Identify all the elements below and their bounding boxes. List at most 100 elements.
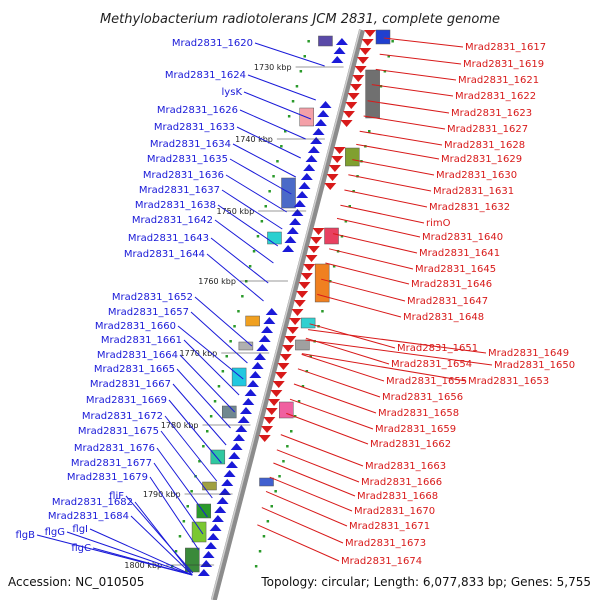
right-leader-line <box>269 476 353 512</box>
left-leader-line <box>183 339 240 396</box>
left-gene-label-mrad2831-1664: Mrad2831_1664 <box>97 350 178 361</box>
reverse-strand-arrow <box>286 327 299 334</box>
right-gene-label-mrad2831-1623: Mrad2831_1623 <box>451 108 532 119</box>
left-leader-line <box>149 476 200 551</box>
track-dot <box>287 115 291 118</box>
right-leader-line <box>332 233 418 254</box>
forward-strand-arrow <box>251 362 264 369</box>
track-dot <box>274 490 277 493</box>
forward-strand-arrow <box>300 173 313 180</box>
track-dot <box>229 340 232 343</box>
left-gene-label-mrad2831-1633: Mrad2831_1633 <box>154 122 235 133</box>
forward-strand-arrow <box>307 146 320 153</box>
forward-strand-arrow <box>242 398 255 405</box>
right-leader-line <box>363 115 446 130</box>
forward-strand-arrow <box>230 443 243 450</box>
forward-strand-arrow <box>284 236 297 243</box>
track-dot <box>268 190 271 193</box>
right-leader-line <box>352 159 435 176</box>
right-leader-line <box>383 37 464 48</box>
left-gene-label-mrad2831-1657: Mrad2831_1657 <box>108 307 189 318</box>
forward-strand-arrow <box>209 524 222 531</box>
label-leaders <box>36 37 493 576</box>
forward-strand-arrow <box>312 128 325 135</box>
forward-strand-arrow <box>317 110 330 117</box>
right-gene-label-mrad2831-1668: Mrad2831_1668 <box>357 491 438 502</box>
forward-strand-arrow <box>310 137 323 144</box>
right-gene-label-mrad2831-1648: Mrad2831_1648 <box>403 312 484 323</box>
left-leader-line <box>232 143 297 178</box>
track-dot <box>278 475 281 478</box>
left-leader-line <box>194 296 253 347</box>
right-leader-line <box>344 189 428 208</box>
left-gene-label-mrad2831-1684: Mrad2831_1684 <box>48 511 129 522</box>
track-dot <box>221 370 225 373</box>
right-leader-line <box>286 412 369 445</box>
track-dot <box>276 160 279 163</box>
forward-strand-arrow <box>239 407 252 414</box>
right-gene-label-mrad2831-1670: Mrad2831_1670 <box>354 506 435 517</box>
forward-strand-arrow <box>256 344 269 351</box>
right-leader-line <box>265 490 348 527</box>
right-leader-line <box>305 337 390 365</box>
track-dot <box>321 310 324 313</box>
forward-strand-arrow <box>263 317 276 324</box>
right-gene-label-mrad2831-1630: Mrad2831_1630 <box>436 170 517 181</box>
right-gene-label-mrad2831-1656: Mrad2831_1656 <box>382 392 463 403</box>
forward-strand-arrow <box>197 569 210 576</box>
reverse-strand-arrow <box>328 165 341 172</box>
reverse-gene-block <box>295 339 310 351</box>
forward-strand-arrow <box>335 38 348 45</box>
right-gene-label-mrad2831-1653: Mrad2831_1653 <box>468 376 549 387</box>
genome-stats-text: Topology: circular; Length: 6,077,833 bp… <box>260 575 591 589</box>
forward-strand-arrow <box>293 200 306 207</box>
left-leader-line <box>236 126 301 159</box>
left-gene-label-mrad2831-1665: Mrad2831_1665 <box>94 364 175 375</box>
left-leader-line <box>134 501 193 576</box>
tick-label: 1760 kbp <box>198 277 236 286</box>
reverse-strand-arrow <box>261 426 274 433</box>
right-leader-line <box>328 248 414 270</box>
right-gene-label-mrad2831-1627: Mrad2831_1627 <box>447 124 528 135</box>
left-gene-label-mrad2831-1636: Mrad2831_1636 <box>143 170 224 181</box>
reverse-gene-block <box>365 69 380 119</box>
reverse-strand-arrow <box>361 39 374 46</box>
reverse-strand-arrow <box>310 237 323 244</box>
forward-gene-block <box>202 481 217 491</box>
reverse-strand-arrow <box>354 66 367 73</box>
right-gene-label-mrad2831-1645: Mrad2831_1645 <box>415 264 496 275</box>
right-gene-label-mrad2831-1640: Mrad2831_1640 <box>422 232 503 243</box>
left-gene-label-mrad2831-1672: Mrad2831_1672 <box>82 411 163 422</box>
right-gene-label-mrad2831-1628: Mrad2831_1628 <box>444 140 525 151</box>
forward-strand-arrow <box>200 560 213 567</box>
left-leader-line <box>229 158 292 195</box>
forward-gene-block <box>231 367 247 387</box>
right-leader-line <box>305 339 493 366</box>
reverse-strand-arrow <box>296 291 309 298</box>
forward-strand-arrow <box>202 551 215 558</box>
right-leader-line <box>309 323 396 349</box>
left-gene-label-mrad2831-1669: Mrad2831_1669 <box>86 395 167 406</box>
tick-label: 1750 kbp <box>216 207 254 216</box>
reverse-gene-block <box>345 147 360 167</box>
right-gene-label-mrad2831-1631: Mrad2831_1631 <box>433 186 514 197</box>
tick-label: 1740 kbp <box>235 135 273 144</box>
left-gene-label-mrad2831-1675: Mrad2831_1675 <box>78 426 159 437</box>
reverse-strand-arrow <box>359 48 372 55</box>
forward-gene-block <box>281 177 296 209</box>
reverse-strand-arrow <box>305 255 318 262</box>
left-leader-line <box>160 430 213 499</box>
right-gene-label-mrad2831-1632: Mrad2831_1632 <box>429 202 510 213</box>
forward-strand-arrow <box>237 416 250 423</box>
track-dot <box>286 445 289 448</box>
right-gene-label-mrad2831-1673: Mrad2831_1673 <box>345 538 426 549</box>
track-dot <box>262 535 266 538</box>
reverse-strand-arrow <box>342 111 355 118</box>
reverse-strand-arrow <box>312 228 325 235</box>
reverse-strand-arrow <box>326 174 339 181</box>
track-dot <box>254 565 258 568</box>
track-dot <box>340 235 344 238</box>
right-leader-line <box>301 353 385 382</box>
right-gene-label-mrad2831-1655: Mrad2831_1655 <box>386 376 467 387</box>
